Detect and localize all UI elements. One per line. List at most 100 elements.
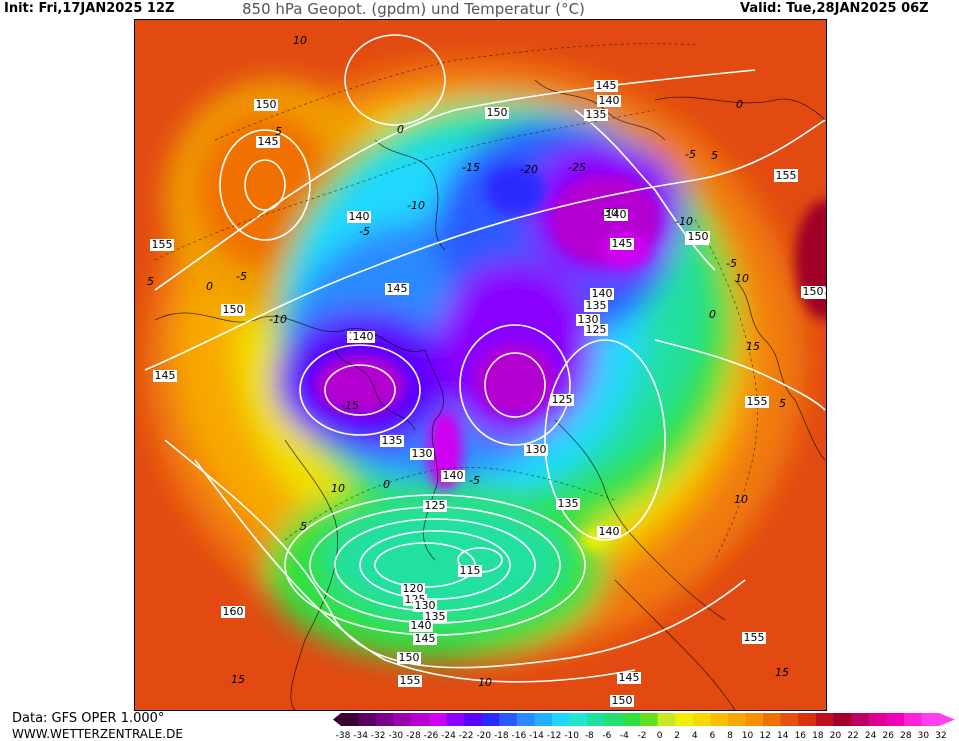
temperature-label: 15	[746, 340, 760, 353]
svg-text:130: 130	[415, 599, 436, 612]
svg-text:150: 150	[256, 98, 277, 111]
temperature-label: 10	[735, 272, 749, 285]
legend-swatch	[516, 713, 535, 726]
svg-text:145: 145	[612, 237, 633, 250]
legend-swatch	[675, 713, 694, 726]
temperature-label: 15	[775, 666, 789, 679]
temperature-label: -10	[269, 313, 287, 326]
geopotential-label: 145	[617, 671, 641, 684]
geopotential-contours	[144, 34, 826, 683]
legend-swatch	[640, 713, 659, 726]
legend-tick-label: -28	[406, 731, 421, 741]
data-source: Data: GFS OPER 1.000°	[12, 711, 165, 726]
legend-tick-label: 22	[847, 731, 858, 741]
geopotential-label: 135	[556, 497, 580, 510]
legend-tick-label: -26	[424, 731, 439, 741]
geopotential-label: 140	[351, 330, 375, 343]
legend-swatch	[903, 713, 922, 726]
geopotential-label: 150	[485, 106, 509, 119]
geopotential-label: 155	[774, 169, 798, 182]
geopotential-label: 155	[745, 395, 769, 408]
svg-text:150: 150	[688, 230, 709, 243]
website-link[interactable]: WWW.WETTERZENTRALE.DE	[12, 727, 183, 741]
geopotential-label: 160	[221, 605, 245, 618]
temperature-label: 5	[275, 125, 282, 138]
geopotential-label: 145	[594, 79, 618, 92]
legend-swatch	[393, 713, 412, 726]
legend-swatch	[815, 713, 834, 726]
legend-swatch	[868, 713, 887, 726]
legend-swatch	[587, 713, 606, 726]
legend-swatch	[464, 713, 483, 726]
legend-tick-label: -16	[512, 731, 527, 741]
svg-text:140: 140	[411, 619, 432, 632]
legend-tick-label: 14	[777, 731, 789, 741]
geopotential-label: 130	[576, 313, 600, 326]
svg-text:155: 155	[400, 674, 421, 687]
svg-text:145: 145	[596, 79, 617, 92]
geopotential-label: 115	[458, 564, 482, 577]
svg-text:140: 140	[599, 94, 620, 107]
geopotential-label: 145	[610, 237, 634, 250]
legend-swatch	[569, 713, 588, 726]
legend-arrow-left	[333, 713, 341, 726]
legend-tick-label: -14	[529, 731, 544, 741]
svg-text:140: 140	[443, 469, 464, 482]
legend-tick-label: 0	[657, 731, 663, 741]
legend-swatch	[499, 713, 518, 726]
legend-swatch	[622, 713, 641, 726]
temperature-label: -5	[236, 270, 247, 283]
svg-text:145: 145	[387, 282, 408, 295]
svg-text:150: 150	[803, 285, 824, 298]
svg-text:150: 150	[487, 106, 508, 119]
geopotential-label: 140	[597, 94, 621, 107]
svg-text:135: 135	[586, 108, 607, 121]
geopotential-label: 155	[398, 674, 422, 687]
geopotential-label: 135	[584, 108, 608, 121]
legend-swatch	[851, 713, 870, 726]
legend-swatch	[604, 713, 623, 726]
legend-tick-label: 24	[865, 731, 877, 741]
valid-time: Valid: Tue,28JAN2025 06Z	[740, 1, 929, 16]
svg-text:125: 125	[552, 393, 573, 406]
geopotential-label: 130	[410, 447, 434, 460]
svg-text:135: 135	[558, 497, 579, 510]
svg-text:150: 150	[223, 303, 244, 316]
temperature-label: 0	[383, 478, 390, 491]
temperature-label: 10	[293, 34, 307, 47]
svg-text:135: 135	[425, 610, 446, 623]
legend-swatch	[780, 713, 799, 726]
legend-swatch	[657, 713, 676, 726]
temperature-label: -5	[726, 257, 737, 270]
legend-tick-label: 32	[935, 731, 946, 741]
legend-swatch	[376, 713, 395, 726]
geopotential-label: 125	[550, 393, 574, 406]
legend-tick-label: -12	[547, 731, 562, 741]
svg-text:140: 140	[592, 287, 613, 300]
legend-tick-label: -10	[564, 731, 579, 741]
temperature-label: 0	[709, 308, 716, 321]
svg-text:140: 140	[349, 210, 370, 223]
svg-text:155: 155	[776, 169, 797, 182]
geopotential-label: 130	[413, 599, 437, 612]
chart-title: 850 hPa Geopot. (gpdm) und Temperatur (°…	[242, 0, 585, 18]
temperature-label: -30	[600, 206, 618, 219]
temperature-label: 10	[478, 676, 492, 689]
legend-swatch	[358, 713, 377, 726]
svg-text:125: 125	[586, 323, 607, 336]
svg-text:145: 145	[155, 369, 176, 382]
legend-tick-label: -20	[476, 731, 491, 741]
temperature-label: -15	[462, 161, 480, 174]
temperature-legend: -38 -34 -32 -30 -28 -26 -24 -22 -20 -18 -16 -14 -12-…	[333, 711, 959, 741]
svg-text:130: 130	[578, 313, 599, 326]
legend-tick-label: -32	[371, 731, 386, 741]
geopotential-label: 145	[256, 135, 280, 148]
svg-text:150: 150	[399, 651, 420, 664]
geopotential-label: 140	[347, 210, 371, 223]
legend-tick-label: 12	[759, 731, 770, 741]
legend-tick-label: 10	[742, 731, 754, 741]
init-time: Init: Fri,17JAN2025 12Z	[4, 1, 175, 16]
svg-text:140: 140	[606, 208, 627, 221]
svg-text:140: 140	[353, 330, 374, 343]
geopotential-label: 150	[221, 303, 245, 316]
